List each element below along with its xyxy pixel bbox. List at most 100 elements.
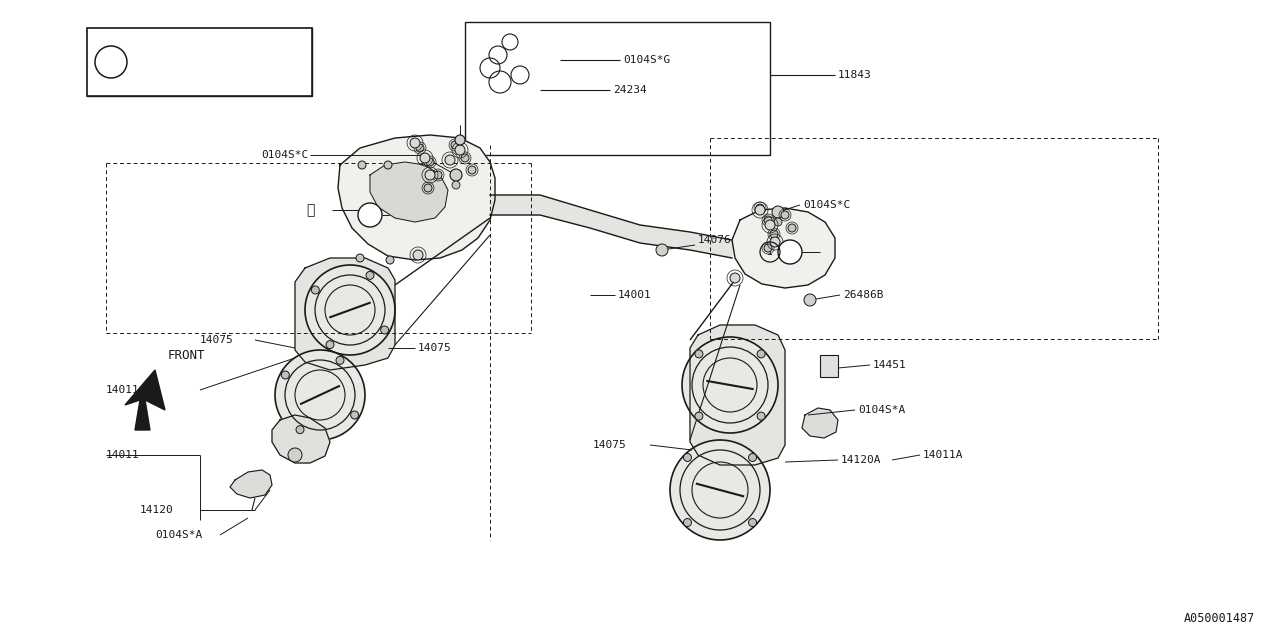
Bar [820, 355, 838, 377]
Circle shape [425, 170, 435, 180]
Text: 0104S*A: 0104S*A [155, 530, 202, 540]
Text: 0104S*G: 0104S*G [623, 55, 671, 65]
Circle shape [804, 294, 817, 306]
Circle shape [424, 184, 433, 192]
Text: 24234: 24234 [613, 85, 646, 95]
Text: 14001: 14001 [618, 290, 652, 300]
Circle shape [384, 161, 392, 169]
Circle shape [749, 454, 756, 461]
Circle shape [358, 203, 381, 227]
Circle shape [413, 250, 422, 260]
Circle shape [282, 371, 289, 379]
Circle shape [756, 350, 765, 358]
Circle shape [781, 211, 788, 219]
Polygon shape [370, 162, 448, 222]
Circle shape [669, 440, 771, 540]
Circle shape [95, 46, 127, 78]
Circle shape [695, 412, 703, 420]
Circle shape [296, 426, 305, 434]
Text: 0104S*C: 0104S*C [261, 150, 308, 160]
Polygon shape [690, 325, 785, 465]
Text: C00624  NUT: C00624 NUT [141, 42, 210, 51]
Circle shape [756, 412, 765, 420]
Circle shape [416, 144, 424, 152]
Text: 14451: 14451 [873, 360, 906, 370]
Text: 1: 1 [108, 56, 115, 68]
Polygon shape [273, 415, 330, 463]
Circle shape [756, 204, 764, 212]
Circle shape [730, 273, 740, 283]
Text: 14075: 14075 [593, 440, 627, 450]
Circle shape [387, 256, 394, 264]
Circle shape [434, 171, 442, 179]
Text: 14011: 14011 [106, 385, 140, 395]
Text: 14011: 14011 [106, 450, 140, 460]
Polygon shape [125, 370, 165, 430]
Circle shape [420, 153, 430, 163]
Circle shape [351, 411, 358, 419]
Text: 14076: 14076 [698, 235, 732, 245]
Circle shape [451, 141, 460, 149]
Circle shape [682, 337, 778, 433]
Text: 0104S*C: 0104S*C [803, 200, 850, 210]
Circle shape [366, 271, 374, 279]
Text: 26486B: 26486B [844, 290, 883, 300]
Polygon shape [732, 208, 835, 288]
Text: 0104S*C  BOLT: 0104S*C BOLT [141, 73, 223, 83]
Circle shape [454, 135, 465, 145]
Text: 14120: 14120 [140, 505, 173, 515]
Circle shape [356, 254, 364, 262]
Circle shape [657, 244, 668, 256]
Text: 11843: 11843 [838, 70, 872, 80]
Circle shape [788, 224, 796, 232]
Circle shape [684, 518, 691, 527]
Circle shape [764, 244, 772, 252]
Circle shape [461, 154, 468, 162]
Circle shape [96, 47, 125, 77]
Text: 1: 1 [767, 247, 773, 257]
Circle shape [380, 326, 389, 334]
Circle shape [468, 166, 476, 174]
Polygon shape [294, 258, 396, 370]
Polygon shape [230, 470, 273, 498]
Circle shape [410, 138, 420, 148]
Circle shape [445, 155, 454, 165]
Text: 1: 1 [366, 210, 374, 220]
Bar [87, 28, 312, 96]
Circle shape [335, 356, 344, 364]
Text: FRONT: FRONT [168, 349, 206, 362]
Text: 14075: 14075 [200, 335, 234, 345]
Circle shape [288, 448, 302, 462]
Circle shape [358, 161, 366, 169]
Circle shape [765, 220, 774, 230]
Circle shape [326, 340, 334, 349]
Circle shape [454, 145, 465, 155]
Circle shape [774, 218, 782, 226]
Text: 0104S*A: 0104S*A [858, 405, 905, 415]
Circle shape [771, 237, 780, 247]
Circle shape [755, 205, 765, 215]
Text: 0104S*C  BOLT: 0104S*C BOLT [141, 74, 229, 84]
Circle shape [772, 206, 783, 218]
Circle shape [305, 265, 396, 355]
Polygon shape [490, 195, 732, 258]
Polygon shape [803, 408, 838, 438]
Polygon shape [338, 135, 495, 260]
Circle shape [695, 350, 703, 358]
Circle shape [778, 240, 803, 264]
Bar [87, 28, 312, 96]
Text: 14120A: 14120A [841, 455, 882, 465]
Text: A050001487: A050001487 [1184, 611, 1254, 625]
Text: 14011A: 14011A [923, 450, 964, 460]
Circle shape [426, 158, 434, 166]
Circle shape [684, 454, 691, 461]
Circle shape [311, 286, 319, 294]
Text: ①: ① [306, 203, 314, 217]
Circle shape [771, 230, 778, 238]
Circle shape [764, 216, 772, 224]
Text: 1: 1 [106, 55, 115, 69]
Text: 14075: 14075 [419, 343, 452, 353]
Circle shape [749, 518, 756, 527]
Circle shape [451, 169, 462, 181]
Circle shape [275, 350, 365, 440]
